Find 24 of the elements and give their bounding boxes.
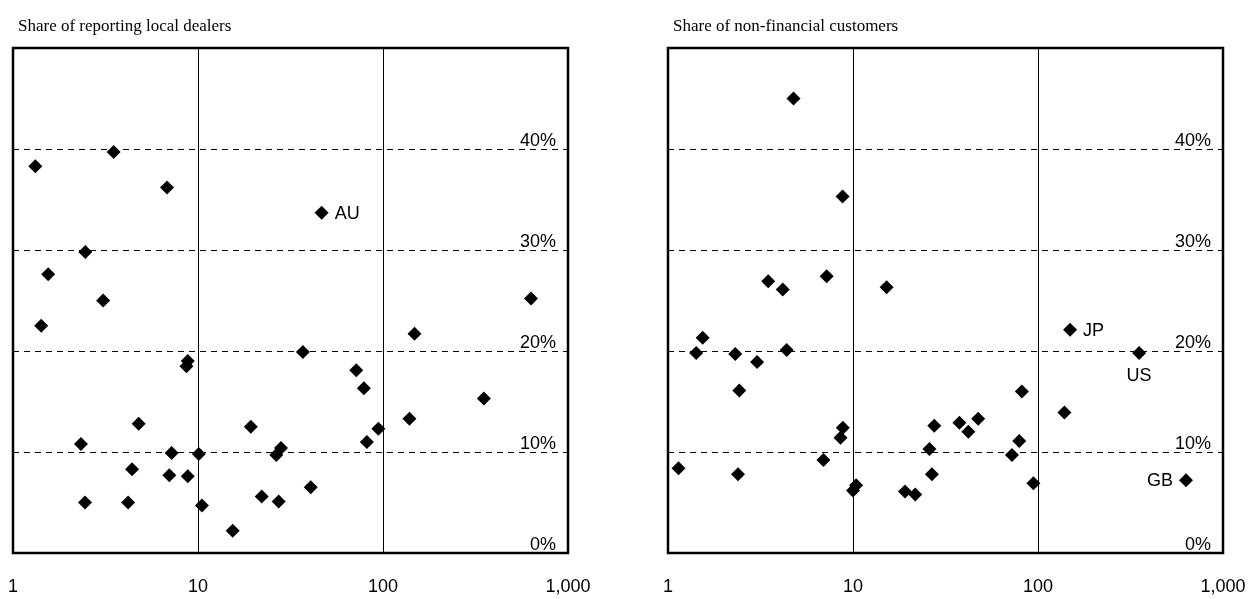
y-tick-label: 30% [1174, 231, 1211, 251]
y-tick-label: 40% [519, 130, 556, 150]
chart-title: Share of non-financial customers [673, 16, 899, 35]
x-tick-label: 1 [7, 576, 19, 596]
annotation: JP [1083, 319, 1105, 340]
x-tick-label: 1,000 [1200, 576, 1246, 596]
y-tick-label: 0% [529, 534, 556, 554]
chart-title: Share of reporting local dealers [18, 16, 232, 35]
x-tick-label: 100 [367, 576, 399, 596]
y-tick-label: 40% [1174, 130, 1211, 150]
annotation: AU [334, 202, 360, 223]
y-tick-label: 10% [519, 433, 556, 453]
x-tick-label: 10 [842, 576, 864, 596]
y-tick-label: 10% [1174, 433, 1211, 453]
x-tick-label: 1 [662, 576, 674, 596]
y-tick-label: 20% [1174, 332, 1211, 352]
annotation: GB [1146, 470, 1174, 491]
y-tick-label: 20% [519, 332, 556, 352]
x-tick-label: 1,000 [545, 576, 591, 596]
x-tick-label: 10 [187, 576, 209, 596]
y-tick-label: 30% [519, 231, 556, 251]
x-tick-label: 100 [1022, 576, 1054, 596]
annotation: US [1126, 365, 1152, 386]
y-tick-label: 0% [1184, 534, 1211, 554]
